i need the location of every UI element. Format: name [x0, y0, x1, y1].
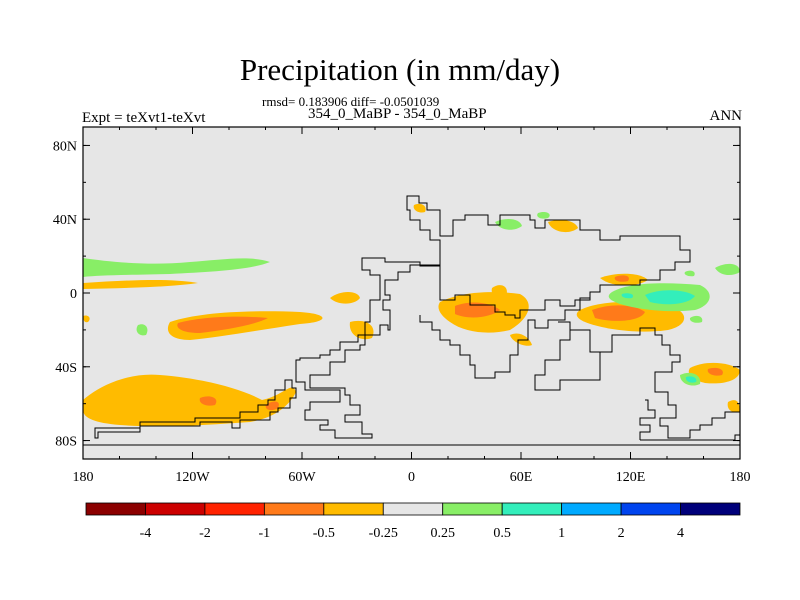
x-tick-label: 120E	[616, 470, 646, 485]
anomaly-wet-far-east-small	[689, 315, 703, 323]
anomaly-wet-eurasia-small	[537, 211, 550, 219]
colorbar-label: -1	[259, 526, 271, 541]
anomaly-dry-south-asia-core	[614, 275, 629, 282]
colorbar-label: -0.5	[313, 526, 335, 541]
continent-antarctic	[94, 379, 297, 439]
anomaly-wet-north-pacific-small	[684, 270, 695, 277]
continent-africa	[419, 297, 590, 379]
chart-title: Precipitation (in mm/day)	[239, 52, 561, 87]
anomaly-dry-east-pacific	[330, 292, 360, 304]
continent-south-america	[295, 334, 373, 439]
colorbar-swatch	[145, 502, 206, 516]
anomaly-dry-far-west-small	[83, 315, 90, 323]
anomaly-wet-eurasia	[495, 218, 522, 230]
colorbar-label: 0.25	[430, 526, 455, 541]
anomaly-dry-southern-ocean-core	[199, 396, 217, 406]
colorbar-swatch	[323, 502, 384, 516]
y-tick-label: 0	[70, 287, 77, 302]
colorbar-swatch	[85, 502, 146, 516]
x-tick-label: 180	[730, 470, 751, 485]
y-axis: 80N 40N 0 40S 80S	[53, 139, 740, 450]
continent-india-seasia	[534, 321, 601, 391]
anomaly-dry-north-africa	[413, 203, 426, 213]
anomaly-wet-west-pacific-small	[136, 324, 148, 336]
anomaly-dry-eurasia	[548, 220, 578, 233]
colorbar-label: -4	[140, 526, 152, 541]
anomaly-dry-southwest-pacific-core	[707, 367, 723, 376]
anomaly-dry-north-pacific-line	[83, 279, 198, 289]
colorbar-swatch	[382, 502, 444, 516]
colorbar-swatch	[620, 502, 681, 516]
anomaly-layer	[83, 203, 740, 427]
y-tick-label: 40N	[53, 213, 77, 228]
x-tick-label: 0	[408, 470, 415, 485]
x-axis: 180 120W 60W 0 60E 120E 180	[73, 127, 751, 485]
colorbar-label: -2	[199, 526, 211, 541]
colorbar-swatch	[263, 502, 325, 516]
stats-line: rmsd= 0.183906 diff= -0.0501039	[262, 94, 440, 109]
season-label: ANN	[709, 108, 743, 124]
anomaly-wet-north-pacific	[83, 258, 270, 277]
colorbar-swatch	[561, 502, 622, 516]
y-tick-label: 40S	[55, 361, 77, 376]
anomaly-wet-west-pacific-edge	[621, 293, 634, 299]
x-tick-label: 120W	[175, 470, 210, 485]
anomaly-dry-arabia	[491, 285, 507, 298]
colorbar-label: 4	[677, 526, 684, 541]
anomaly-dry-south-pacific-core	[177, 316, 268, 333]
anomaly-dry-southern-ocean	[83, 374, 296, 427]
anomaly-dry-far-south-east	[727, 400, 740, 413]
anomaly-dry-southern-ocean-ring	[107, 395, 123, 404]
colorbar-label: 2	[618, 526, 625, 541]
y-tick-label: 80S	[55, 435, 77, 450]
colorbar: -4 -2 -1 -0.5 -0.25 0.25 0.5 1 2 4	[85, 502, 741, 541]
colorbar-label: 0.5	[493, 526, 511, 541]
continent-australia-east	[600, 327, 740, 439]
colorbar-label: -0.25	[369, 526, 398, 541]
anomaly-wet-north-west-pacific	[715, 263, 740, 276]
x-tick-label: 60E	[510, 470, 533, 485]
continent-antarctic-east	[639, 399, 740, 441]
colorbar-swatch	[501, 502, 563, 516]
anomaly-wet-southwest-pacific-strong	[685, 376, 697, 383]
continent-north	[361, 195, 691, 336]
anomaly-dry-southern-ocean-core2	[265, 401, 279, 411]
continent-outlines	[83, 195, 740, 446]
x-tick-label: 60W	[288, 470, 316, 485]
period-label: 354_0_MaBP - 354_0_MaBP	[308, 106, 487, 122]
colorbar-swatch	[680, 502, 741, 516]
colorbar-label: 1	[558, 526, 565, 541]
colorbar-swatch	[442, 502, 503, 516]
anomaly-dry-tropical-africa-core	[455, 302, 500, 318]
y-tick-label: 80N	[53, 139, 77, 154]
anomaly-wet-west-pacific-strong	[645, 290, 695, 305]
anomaly-dry-indian-ocean-core	[592, 305, 645, 321]
experiment-label: Expt = teXvt1-teXvt	[82, 110, 206, 126]
colorbar-swatch	[204, 502, 265, 516]
x-tick-label: 180	[73, 470, 94, 485]
